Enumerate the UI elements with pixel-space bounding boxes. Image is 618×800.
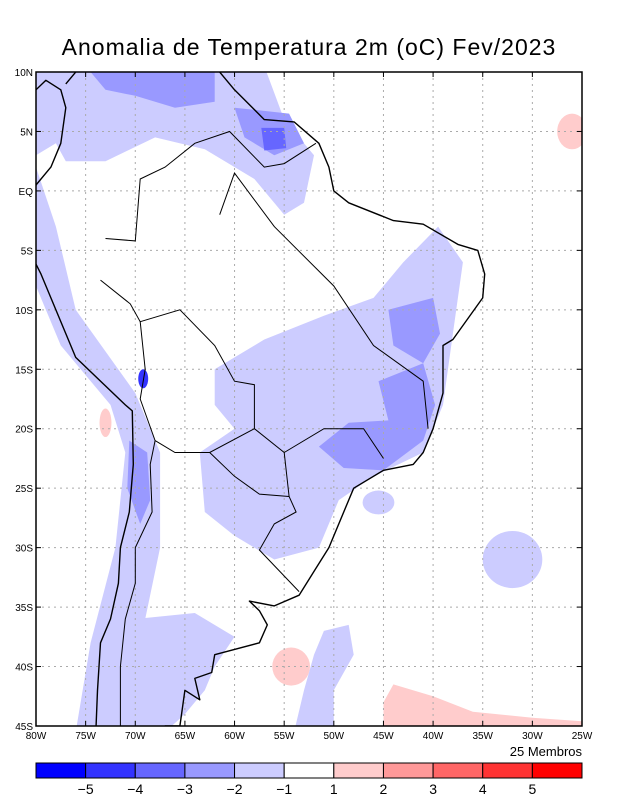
lat-tick-label: 5N xyxy=(20,127,33,138)
colorbar-label: 5 xyxy=(528,781,536,797)
lon-tick-label: 30W xyxy=(522,731,543,742)
lon-tick-label: 70W xyxy=(125,731,146,742)
lon-tick-label: 25W xyxy=(572,731,593,742)
colorbar-label: −4 xyxy=(127,781,143,797)
lon-tick-label: 40W xyxy=(423,731,444,742)
lat-tick-label: 35S xyxy=(15,603,33,614)
lon-tick-label: 35W xyxy=(472,731,493,742)
border-line xyxy=(154,428,255,453)
lon-tick-label: 50W xyxy=(324,731,345,742)
lon-tick-label: 80W xyxy=(26,731,47,742)
lat-tick-label: 30S xyxy=(15,544,33,555)
colorbar-swatch xyxy=(283,762,335,779)
warm-anomaly-area xyxy=(99,408,112,438)
lon-tick-label: 75W xyxy=(75,731,96,742)
lat-tick-label: 45S xyxy=(15,722,33,733)
lat-tick-label: 40S xyxy=(15,663,33,674)
colorbar-label: −3 xyxy=(177,781,193,797)
cold-anomaly-area xyxy=(388,297,440,364)
warm-anomaly-area xyxy=(272,647,310,686)
colorbar-label: −5 xyxy=(78,781,94,797)
colorbar-swatch xyxy=(35,762,87,779)
colorbar-label: 3 xyxy=(429,781,437,797)
border-line xyxy=(100,279,300,592)
coastline xyxy=(36,72,486,726)
colorbar-swatch xyxy=(432,762,484,779)
lat-tick-label: 15S xyxy=(15,365,33,376)
cold-anomaly-area xyxy=(482,530,543,589)
cold-anomaly-area xyxy=(362,490,395,515)
colorbar-swatch xyxy=(382,762,434,779)
lon-tick-label: 55W xyxy=(274,731,295,742)
lat-tick-label: 20S xyxy=(15,425,33,436)
lat-tick-label: 10N xyxy=(15,68,33,79)
colorbar-swatch xyxy=(333,762,384,779)
cold-anomaly-area xyxy=(261,127,287,151)
cold-anomaly-area xyxy=(318,363,436,471)
lat-tick-label: 5S xyxy=(21,246,34,257)
colorbar-label: −2 xyxy=(227,781,243,797)
colorbar-swatch xyxy=(184,762,236,779)
colorbar-swatch xyxy=(482,762,533,779)
colorbar-label: 2 xyxy=(380,781,388,797)
lon-tick-label: 45W xyxy=(373,731,394,742)
border-line xyxy=(283,428,384,459)
lat-tick-label: EQ xyxy=(19,187,34,198)
colorbar-swatch xyxy=(234,762,285,779)
map-frame xyxy=(35,71,583,727)
warm-anomaly-area xyxy=(557,113,582,150)
members-label: 25 Membros xyxy=(510,744,583,759)
lon-tick-label: 60W xyxy=(224,731,245,742)
lat-tick-label: 25S xyxy=(15,484,33,495)
cold-anomaly-area xyxy=(36,167,161,726)
border-line xyxy=(119,321,156,726)
border-line xyxy=(105,130,317,242)
cold-anomaly-area xyxy=(90,72,215,108)
cold-anomaly-area xyxy=(36,72,314,215)
colorbar-label: 1 xyxy=(330,781,338,797)
border-line xyxy=(219,172,429,429)
colorbar-label: −1 xyxy=(276,781,292,797)
cold-anomaly-area xyxy=(97,613,235,726)
lat-tick-label: 10S xyxy=(15,306,33,317)
border-line xyxy=(209,452,290,497)
lon-tick-label: 65W xyxy=(175,731,196,742)
colorbar-swatch xyxy=(531,762,583,779)
map-title: Anomalia de Temperatura 2m (oC) Fev/2023 xyxy=(61,34,557,60)
colorbar-label: 4 xyxy=(479,781,487,797)
colorbar-swatch xyxy=(85,762,136,779)
colorbar-swatch xyxy=(134,762,186,779)
cold-anomaly-area xyxy=(295,624,354,726)
